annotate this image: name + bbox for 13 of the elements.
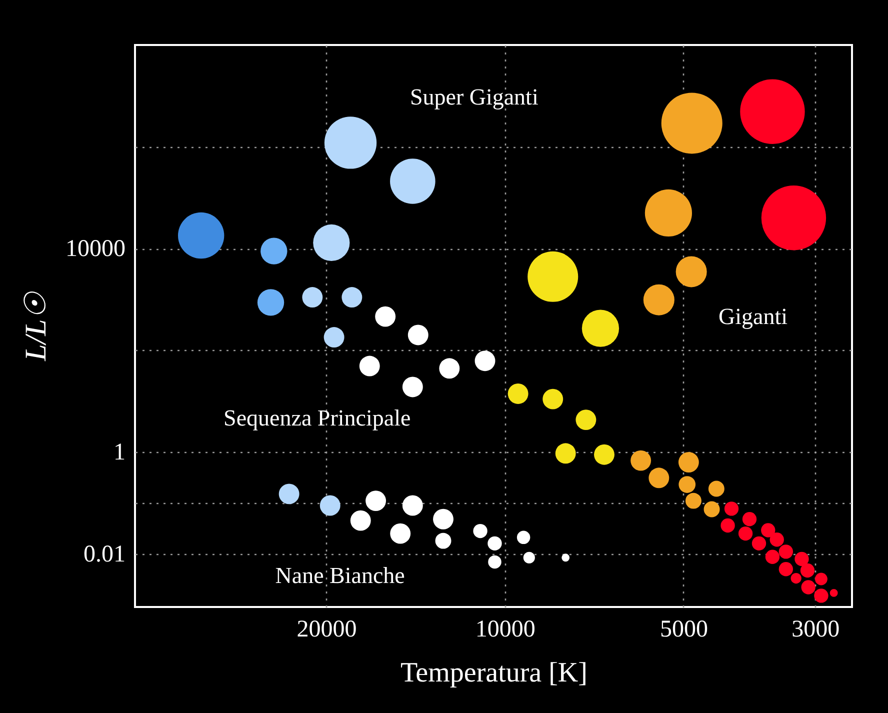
x-tick-label: 3000 bbox=[792, 616, 840, 642]
x-tick-label: 5000 bbox=[660, 616, 708, 642]
y-tick-label: 1 bbox=[114, 440, 126, 466]
annotation: Nane Bianche bbox=[275, 563, 405, 588]
x-tick-label: 20000 bbox=[296, 616, 357, 642]
y-tick-label: 0.01 bbox=[84, 541, 126, 568]
annotation: Giganti bbox=[718, 304, 788, 330]
annotation: Super Giganti bbox=[410, 84, 538, 110]
y-axis-title: L/L☉ bbox=[20, 291, 52, 362]
x-axis-title: Temperatura [K] bbox=[400, 658, 588, 688]
y-tick-label: 10000 bbox=[66, 236, 126, 262]
x-tick-label: 10000 bbox=[475, 616, 536, 642]
annotation: Sequenza Principale bbox=[224, 406, 411, 431]
